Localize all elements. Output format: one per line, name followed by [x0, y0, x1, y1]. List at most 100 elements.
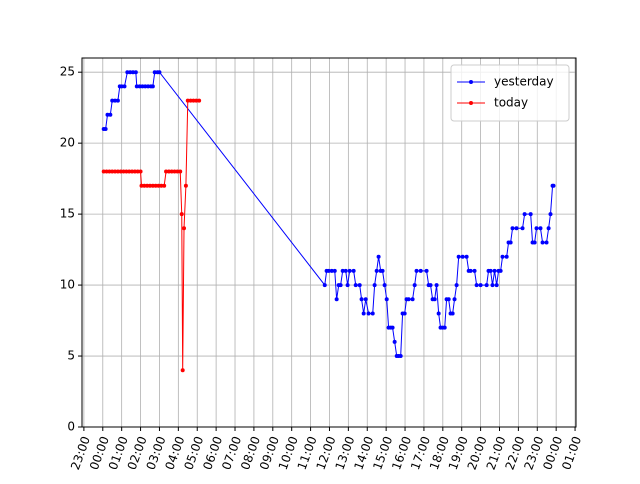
point — [442, 325, 447, 330]
point — [454, 283, 459, 288]
point — [366, 311, 371, 316]
point — [139, 183, 144, 188]
point — [490, 283, 495, 288]
point — [122, 84, 127, 89]
point — [118, 169, 123, 174]
point — [510, 226, 515, 231]
point — [436, 311, 441, 316]
point — [514, 226, 519, 231]
point — [361, 311, 366, 316]
point — [115, 98, 120, 103]
point — [428, 283, 433, 288]
point — [460, 254, 465, 259]
legend-label: today — [494, 96, 528, 110]
point — [382, 283, 387, 288]
point — [484, 283, 489, 288]
point — [472, 268, 477, 273]
point — [338, 283, 343, 288]
point — [119, 84, 124, 89]
point — [424, 268, 429, 273]
point — [125, 70, 130, 75]
point — [152, 70, 157, 75]
point — [504, 254, 509, 259]
legend: yesterday today — [450, 64, 570, 122]
point — [169, 169, 174, 174]
point — [370, 311, 375, 316]
point — [488, 268, 493, 273]
point — [133, 70, 138, 75]
point — [384, 297, 389, 302]
point — [127, 169, 132, 174]
point — [108, 112, 113, 117]
point — [110, 98, 115, 103]
point — [150, 183, 155, 188]
point — [410, 297, 415, 302]
point — [374, 268, 379, 273]
y-tick-label: 10 — [60, 278, 75, 292]
plot — [101, 70, 556, 373]
point — [156, 183, 161, 188]
point — [130, 169, 135, 174]
point — [546, 226, 551, 231]
y-tick-label: 25 — [60, 65, 75, 79]
point — [380, 268, 385, 273]
legend-marker — [469, 80, 473, 84]
point — [522, 212, 527, 217]
point — [332, 268, 337, 273]
point — [363, 297, 368, 302]
point — [528, 212, 533, 217]
point — [191, 98, 196, 103]
point — [180, 368, 185, 373]
point — [143, 84, 148, 89]
legend-marker — [469, 101, 473, 105]
point — [113, 169, 118, 174]
point — [534, 226, 539, 231]
point — [334, 297, 339, 302]
point — [500, 254, 505, 259]
point — [134, 84, 139, 89]
point — [494, 283, 499, 288]
y-tick-label: 5 — [67, 349, 75, 363]
point — [182, 226, 187, 231]
point — [135, 169, 140, 174]
point — [107, 169, 112, 174]
point — [359, 297, 364, 302]
point — [142, 183, 147, 188]
point — [452, 297, 457, 302]
point — [474, 283, 479, 288]
point — [520, 226, 525, 231]
point — [101, 169, 106, 174]
legend-box — [450, 64, 570, 122]
point — [532, 240, 537, 245]
point — [146, 84, 151, 89]
point — [103, 126, 108, 131]
point — [548, 212, 553, 217]
point — [140, 84, 145, 89]
point — [175, 169, 180, 174]
point — [347, 268, 352, 273]
point — [132, 169, 137, 174]
point — [414, 268, 419, 273]
point — [179, 212, 184, 217]
point — [468, 268, 473, 273]
point — [538, 226, 543, 231]
point — [551, 183, 556, 188]
point — [164, 169, 169, 174]
point — [406, 297, 411, 302]
point — [446, 297, 451, 302]
labels: 051015202523:0000:0001:0002:0003:0004:00… — [60, 65, 584, 472]
point — [402, 311, 407, 316]
legend-label: yesterday — [494, 75, 554, 89]
point — [376, 254, 381, 259]
point — [412, 283, 417, 288]
point — [418, 268, 423, 273]
point — [166, 169, 171, 174]
point — [340, 268, 345, 273]
point — [128, 70, 133, 75]
point — [159, 183, 164, 188]
grid — [82, 58, 576, 428]
point — [432, 297, 437, 302]
point — [329, 268, 334, 273]
point — [172, 169, 177, 174]
